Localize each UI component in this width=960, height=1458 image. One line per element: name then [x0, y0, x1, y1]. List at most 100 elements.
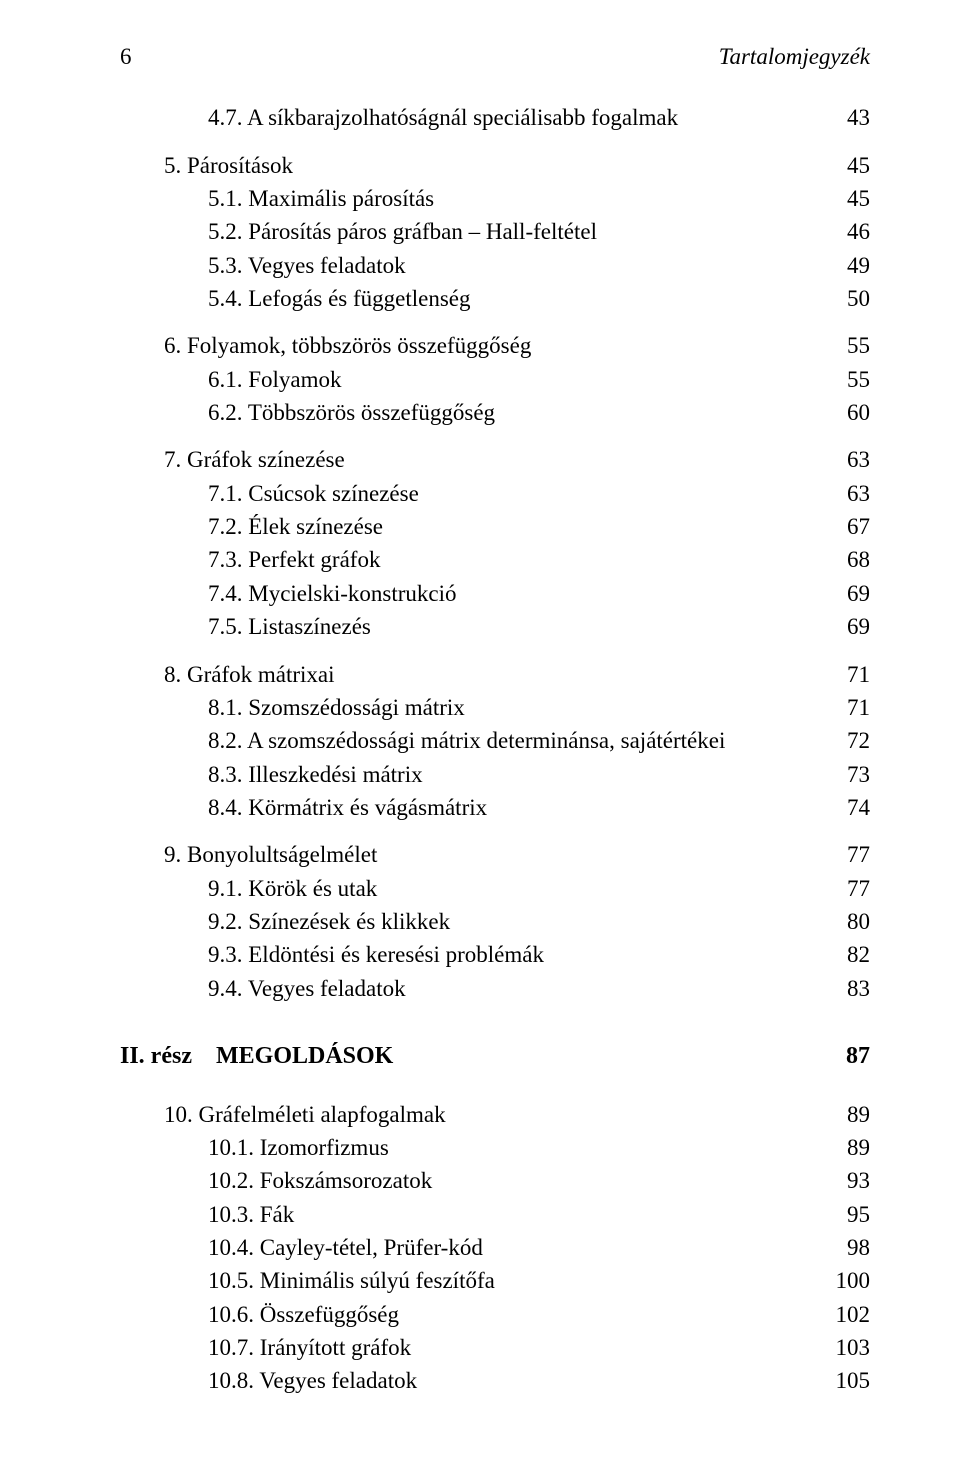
toc-entry: 7.1. Csúcsok színezése 63: [120, 477, 870, 510]
toc-title: Fokszámsorozatok: [260, 1168, 432, 1193]
toc-entry: 5.3. Vegyes feladatok 49: [120, 249, 870, 282]
toc-page: 95: [830, 1198, 870, 1231]
toc-entry: 8.1. Szomszédossági mátrix 71: [120, 691, 870, 724]
toc-label: 9.4. Vegyes feladatok: [208, 972, 830, 1005]
toc-label: 5.2. Párosítás páros gráfban – Hall-felt…: [208, 215, 830, 248]
toc-title: Színezések és klikkek: [248, 909, 450, 934]
toc-page: 82: [830, 938, 870, 971]
toc-page: 89: [830, 1131, 870, 1164]
toc-entry: 5. Párosítások 45: [120, 149, 870, 182]
toc-page: 80: [830, 905, 870, 938]
toc-page: 89: [830, 1098, 870, 1131]
page: 6 Tartalomjegyzék 4.7. A síkbarajzolható…: [0, 0, 960, 1458]
toc-num: 5.2.: [208, 219, 243, 244]
toc-entry: 10.8. Vegyes feladatok 105: [120, 1364, 870, 1397]
toc-num: 9.2.: [208, 909, 243, 934]
toc-page: 74: [830, 791, 870, 824]
toc-entry: 9.2. Színezések és klikkek 80: [120, 905, 870, 938]
toc-page: 43: [830, 101, 870, 134]
toc-title: Körmátrix és vágásmátrix: [248, 795, 487, 820]
toc-num: 7.: [164, 447, 181, 472]
toc-entry: 7.4. Mycielski-konstrukció 69: [120, 577, 870, 610]
toc-label: 6.2. Többszörös összefüggőség: [208, 396, 830, 429]
toc-title: Maximális párosítás: [248, 186, 434, 211]
toc-title: A szomszédossági mátrix determinánsa, sa…: [247, 728, 725, 753]
toc-num: 8.: [164, 662, 181, 687]
toc-label: 10.4. Cayley-tétel, Prüfer-kód: [208, 1231, 830, 1264]
toc-entry: 6.2. Többszörös összefüggőség 60: [120, 396, 870, 429]
toc-entry: 10.5. Minimális súlyú feszítőfa 100: [120, 1264, 870, 1297]
toc-label: 10.7. Irányított gráfok: [208, 1331, 830, 1364]
toc-label: 9. Bonyolultságelmélet: [164, 838, 830, 871]
toc-entry: 10.2. Fokszámsorozatok 93: [120, 1164, 870, 1197]
toc-num: 5.4.: [208, 286, 243, 311]
toc-num: 10.: [164, 1102, 193, 1127]
toc-page: 68: [830, 543, 870, 576]
running-title: Tartalomjegyzék: [719, 40, 870, 73]
toc-title: Csúcsok színezése: [248, 481, 419, 506]
toc-entry: 9.3. Eldöntési és keresési problémák 82: [120, 938, 870, 971]
toc-num: 8.3.: [208, 762, 243, 787]
toc-label: 7. Gráfok színezése: [164, 443, 830, 476]
toc-num: 10.5.: [208, 1268, 254, 1293]
toc-num: 10.4.: [208, 1235, 254, 1260]
toc-label: 10.3. Fák: [208, 1198, 830, 1231]
toc-num: 10.3.: [208, 1202, 254, 1227]
toc-num: 4.7.: [208, 105, 243, 130]
toc-part-entry: II. rész MEGOLDÁSOK 87: [120, 1039, 870, 1074]
toc-page: 45: [830, 182, 870, 215]
toc-num: 10.1.: [208, 1135, 254, 1160]
toc-entry: 10.4. Cayley-tétel, Prüfer-kód 98: [120, 1231, 870, 1264]
toc-page: 60: [830, 396, 870, 429]
toc-entry: 5.1. Maximális párosítás 45: [120, 182, 870, 215]
toc-entry: 9. Bonyolultságelmélet 77: [120, 838, 870, 871]
toc-page: 100: [830, 1264, 870, 1297]
toc-entry: 8. Gráfok mátrixai 71: [120, 658, 870, 691]
toc-title: Párosítás páros gráfban – Hall-feltétel: [248, 219, 597, 244]
toc-entry: 10.3. Fák 95: [120, 1198, 870, 1231]
toc-title: Eldöntési és keresési problémák: [248, 942, 544, 967]
toc-page: 83: [830, 972, 870, 1005]
toc-page: 103: [830, 1331, 870, 1364]
toc-entry: 8.3. Illeszkedési mátrix 73: [120, 758, 870, 791]
toc-title: Cayley-tétel, Prüfer-kód: [260, 1235, 483, 1260]
toc-title: Bonyolultságelmélet: [187, 842, 377, 867]
spacer: [120, 824, 870, 838]
toc-title: Mycielski-konstrukció: [248, 581, 456, 606]
toc-part-label: II. rész: [120, 1043, 192, 1069]
toc-title: Gráfelméleti alapfogalmak: [199, 1102, 446, 1127]
toc-label: 8.1. Szomszédossági mátrix: [208, 691, 830, 724]
toc-title: Vegyes feladatok: [259, 1368, 417, 1393]
toc-entry: 8.2. A szomszédossági mátrix determináns…: [120, 724, 870, 757]
toc-label: 9.1. Körök és utak: [208, 872, 830, 905]
toc-title: A síkbarajzolhatóságnál speciálisabb fog…: [247, 105, 678, 130]
spacer: [120, 135, 870, 149]
toc-page: 72: [830, 724, 870, 757]
toc-entry: 7.5. Listaszínezés 69: [120, 610, 870, 643]
toc-num: 10.7.: [208, 1335, 254, 1360]
toc-num: 8.1.: [208, 695, 243, 720]
toc-label: 7.1. Csúcsok színezése: [208, 477, 830, 510]
toc-title: Illeszkedési mátrix: [248, 762, 422, 787]
toc-page: 63: [830, 477, 870, 510]
toc-page: 102: [830, 1298, 870, 1331]
toc-page: 50: [830, 282, 870, 315]
spacer: [120, 644, 870, 658]
toc-title: Perfekt gráfok: [248, 547, 380, 572]
toc-page: 46: [830, 215, 870, 248]
toc-page: 71: [830, 691, 870, 724]
toc-page: 93: [830, 1164, 870, 1197]
toc-entry: 6.1. Folyamok 55: [120, 363, 870, 396]
toc-label: 10.8. Vegyes feladatok: [208, 1364, 830, 1397]
toc-num: 9.4.: [208, 976, 243, 1001]
toc-page: 69: [830, 577, 870, 610]
toc-label: 8. Gráfok mátrixai: [164, 658, 830, 691]
toc-label: 10.5. Minimális súlyú feszítőfa: [208, 1264, 830, 1297]
toc-page: 105: [830, 1364, 870, 1397]
toc-entry: 10.1. Izomorfizmus 89: [120, 1131, 870, 1164]
toc-num: 10.6.: [208, 1302, 254, 1327]
toc-label: 10.1. Izomorfizmus: [208, 1131, 830, 1164]
toc-title: Szomszédossági mátrix: [248, 695, 465, 720]
toc-num: 5.: [164, 153, 181, 178]
toc-entry: 6. Folyamok, többszörös összefüggőség 55: [120, 329, 870, 362]
